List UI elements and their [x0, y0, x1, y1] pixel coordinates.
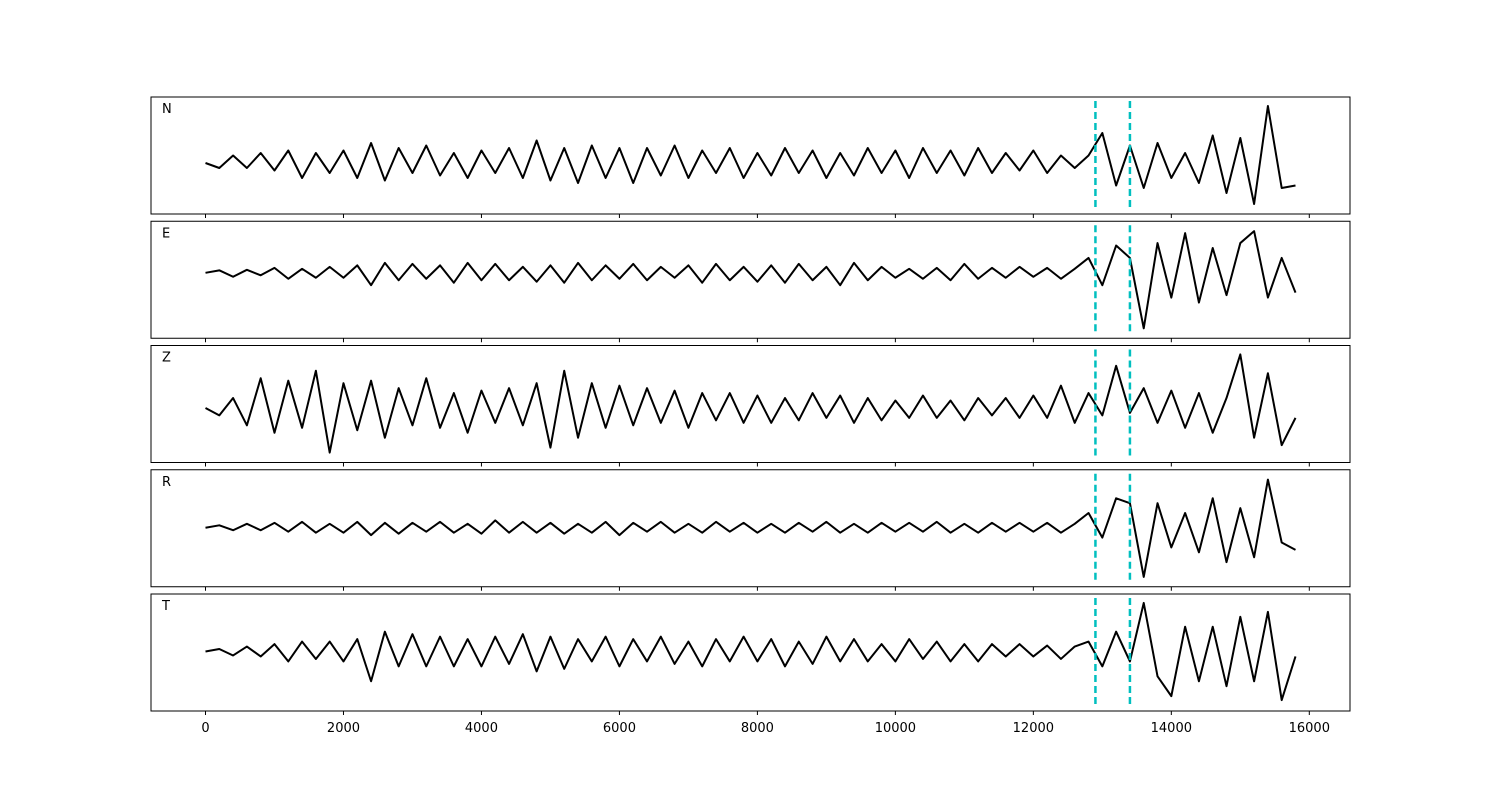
x-tick-label: 10000: [875, 721, 916, 736]
waveform: [205, 478, 1296, 578]
panel-label: N: [162, 102, 172, 117]
x-tick-label: 8000: [741, 721, 774, 736]
panel-label: E: [162, 226, 170, 241]
x-tick-label: 6000: [603, 721, 636, 736]
x-tick-label: 0: [201, 721, 209, 736]
waveform: [205, 230, 1297, 330]
panel-label: T: [161, 599, 170, 614]
waveform: [205, 601, 1297, 702]
x-tick-label: 16000: [1289, 721, 1330, 736]
x-tick-label: 4000: [465, 721, 498, 736]
axes-frame: [150, 593, 1351, 712]
axes-frame: [150, 220, 1351, 339]
waveform: [205, 353, 1297, 454]
axes-frame: [150, 469, 1351, 588]
panel-label: Z: [162, 351, 171, 366]
x-tick-label: 14000: [1151, 721, 1192, 736]
waveform: [205, 105, 1296, 205]
panel-label: R: [162, 475, 171, 490]
x-tick-label: 12000: [1013, 721, 1054, 736]
axes-frame: [150, 96, 1351, 215]
axes-frame: [150, 345, 1351, 463]
x-tick-label: 2000: [327, 721, 360, 736]
